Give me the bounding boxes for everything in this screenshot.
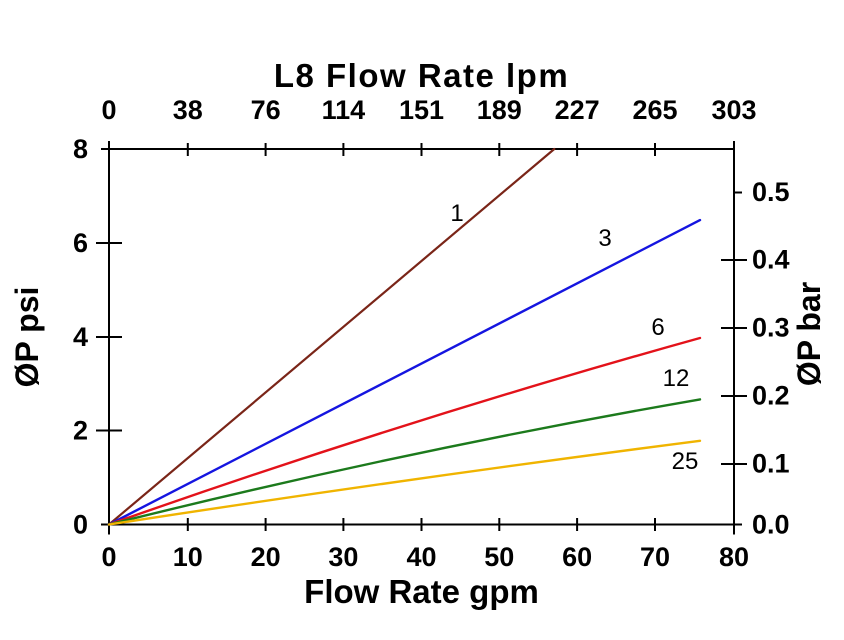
svg-text:151: 151: [399, 95, 444, 125]
svg-text:0: 0: [73, 510, 88, 540]
svg-text:114: 114: [322, 95, 366, 125]
svg-text:30: 30: [328, 542, 358, 572]
svg-text:25: 25: [672, 448, 699, 475]
svg-text:60: 60: [562, 542, 592, 572]
svg-text:8: 8: [73, 134, 88, 164]
svg-text:70: 70: [640, 542, 670, 572]
svg-text:227: 227: [555, 95, 600, 125]
svg-text:0: 0: [101, 542, 116, 572]
svg-text:189: 189: [477, 95, 522, 125]
svg-text:265: 265: [632, 95, 677, 125]
svg-text:76: 76: [251, 95, 281, 125]
svg-text:38: 38: [173, 95, 203, 125]
svg-text:6: 6: [73, 228, 88, 258]
svg-text:10: 10: [173, 542, 203, 572]
svg-text:40: 40: [406, 542, 436, 572]
svg-text:303: 303: [711, 95, 756, 125]
svg-text:6: 6: [651, 314, 664, 341]
svg-text:20: 20: [251, 542, 281, 572]
svg-text:0.2: 0.2: [752, 381, 790, 411]
svg-text:4: 4: [73, 322, 88, 352]
svg-text:50: 50: [484, 542, 514, 572]
svg-text:L8 Flow Rate lpm: L8 Flow Rate lpm: [274, 57, 569, 94]
svg-text:Flow Rate gpm: Flow Rate gpm: [304, 573, 539, 610]
svg-text:0.1: 0.1: [752, 449, 790, 479]
svg-text:ØP bar: ØP bar: [791, 282, 827, 386]
svg-text:0.3: 0.3: [752, 313, 790, 343]
svg-text:1: 1: [450, 200, 463, 227]
svg-text:0.4: 0.4: [752, 245, 790, 275]
svg-text:2: 2: [73, 416, 88, 446]
svg-text:0.5: 0.5: [752, 177, 790, 207]
svg-text:ØP psi: ØP psi: [9, 287, 45, 388]
svg-text:80: 80: [719, 542, 749, 572]
svg-text:3: 3: [598, 225, 611, 252]
svg-text:12: 12: [663, 365, 690, 392]
svg-text:0.0: 0.0: [752, 510, 790, 540]
svg-text:0: 0: [101, 95, 116, 125]
